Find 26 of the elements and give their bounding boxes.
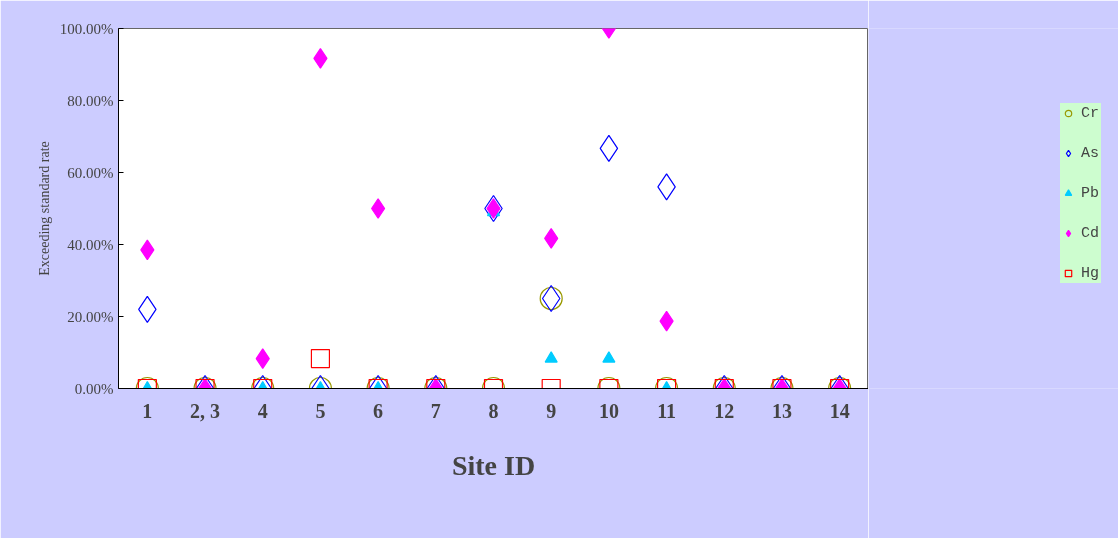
- x-tick-label: 8: [488, 399, 499, 422]
- y-tick-label: 100.00%: [59, 20, 114, 37]
- x-tick-label: 4: [257, 399, 268, 422]
- x-tick-label: 7: [430, 399, 441, 422]
- x-tick-label: 13: [771, 399, 792, 422]
- x-axis-title: Site ID: [451, 449, 536, 481]
- legend-label: As: [1081, 144, 1100, 162]
- x-tick-label: 6: [373, 399, 384, 422]
- y-axis-title: Exceeding standard rate: [36, 141, 52, 276]
- y-tick-label: 60.00%: [67, 164, 114, 181]
- x-tick-label: 9: [546, 399, 557, 422]
- x-tick-label: 11: [657, 399, 677, 422]
- legend-label: Cd: [1081, 224, 1100, 242]
- x-tick-label: 10: [598, 399, 619, 422]
- x-tick-label: 14: [829, 399, 850, 422]
- x-tick-label: 5: [315, 399, 326, 422]
- x-tick-label: 2, 3: [190, 399, 221, 422]
- legend-label: Pb: [1081, 184, 1100, 202]
- legend-label: Hg: [1081, 264, 1100, 282]
- x-tick-label: 1: [142, 399, 153, 422]
- y-tick-label: 0.00%: [74, 380, 114, 397]
- y-tick-label: 80.00%: [67, 92, 114, 109]
- x-tick-label: 12: [714, 399, 735, 422]
- y-tick-label: 40.00%: [67, 236, 114, 253]
- y-tick-label: 20.00%: [67, 308, 114, 325]
- legend-label: Cr: [1081, 104, 1100, 122]
